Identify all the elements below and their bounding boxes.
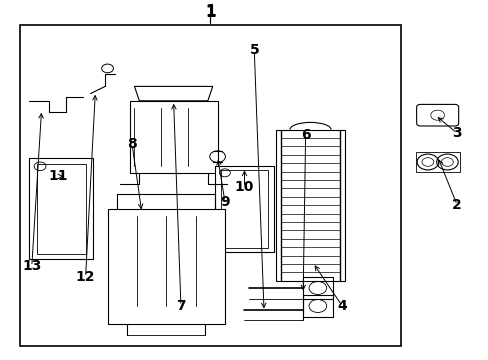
Text: 6: 6 xyxy=(300,128,310,142)
Text: 9: 9 xyxy=(220,195,229,208)
Text: 7: 7 xyxy=(176,299,185,313)
Text: 13: 13 xyxy=(22,260,41,273)
Text: 8: 8 xyxy=(127,137,137,151)
Text: 12: 12 xyxy=(76,270,95,284)
Text: 10: 10 xyxy=(234,180,254,194)
Bar xyxy=(303,277,332,299)
Bar xyxy=(20,25,400,346)
Bar xyxy=(415,152,459,172)
Text: 2: 2 xyxy=(451,198,461,212)
Text: 3: 3 xyxy=(451,126,461,140)
Bar xyxy=(107,209,224,324)
Text: 1: 1 xyxy=(204,5,215,20)
Bar xyxy=(221,170,267,248)
Text: 5: 5 xyxy=(249,44,259,57)
Bar xyxy=(37,164,85,254)
Bar xyxy=(303,295,332,317)
Text: 11: 11 xyxy=(49,170,68,183)
Bar xyxy=(29,158,93,259)
Text: 4: 4 xyxy=(337,299,346,313)
Text: 1: 1 xyxy=(204,4,215,19)
Bar xyxy=(276,130,344,281)
Bar xyxy=(215,166,273,252)
